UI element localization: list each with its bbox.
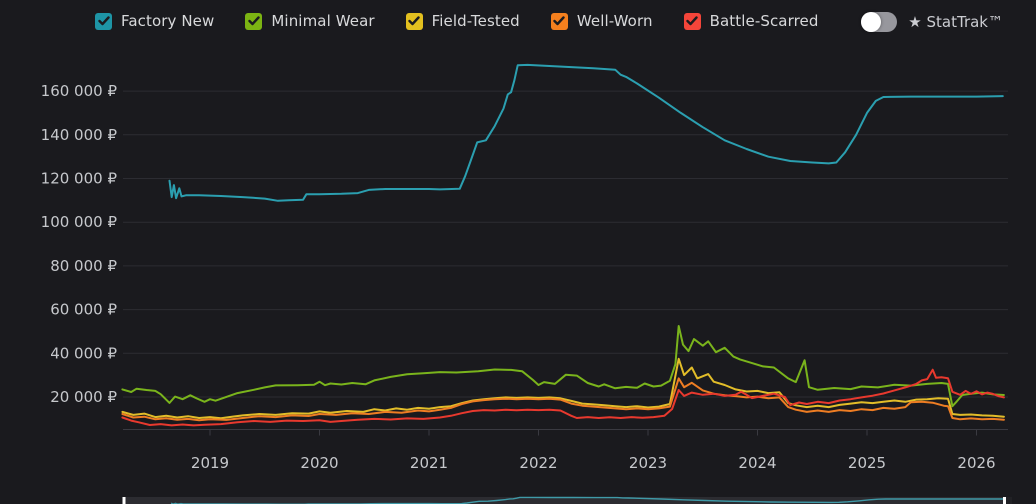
checkbox-minimal-wear[interactable]	[245, 12, 263, 30]
stattrak-group: ★ StatTrak™	[861, 12, 1003, 32]
y-axis-label: 100 000 ₽	[41, 213, 118, 231]
legend-label: Well-Worn	[576, 12, 653, 30]
checkmark-icon	[97, 16, 110, 26]
series-line-field-tested[interactable]	[121, 357, 1005, 420]
minimap-preview-line	[170, 496, 1006, 504]
checkbox-well-worn[interactable]	[550, 12, 568, 30]
y-axis-label: 80 000 ₽	[50, 257, 117, 275]
checkbox-field-tested[interactable]	[405, 12, 423, 30]
legend-item-minimal-wear[interactable]: Minimal Wear	[245, 12, 375, 30]
checkmark-icon	[408, 16, 420, 26]
x-axis-label: 2024	[738, 454, 776, 472]
y-axis-label: 60 000 ₽	[50, 301, 117, 319]
y-axis-label: 140 000 ₽	[41, 126, 118, 144]
legend-item-well-worn[interactable]: Well-Worn	[550, 12, 653, 30]
checkmark-icon	[686, 16, 698, 26]
legend-label: Battle-Scarred	[709, 12, 819, 30]
y-axis-label: 120 000 ₽	[41, 170, 118, 188]
x-axis-label: 2022	[519, 454, 557, 472]
minimap-dim-right	[1005, 497, 1012, 504]
legend-item-factory-new[interactable]: Factory New	[95, 12, 214, 30]
x-axis-label: 2020	[300, 454, 338, 472]
series-group	[121, 63, 1005, 427]
checkmark-icon	[553, 16, 566, 26]
series-line-battle-scarred[interactable]	[121, 368, 1005, 427]
checkbox-battle-scarred[interactable]	[683, 12, 701, 30]
checkbox-factory-new[interactable]	[95, 12, 112, 30]
stattrak-label: ★ StatTrak™	[908, 13, 1003, 31]
y-axis-label: 20 000 ₽	[50, 388, 117, 406]
x-axis-label: 2023	[629, 454, 667, 472]
minimap-handle-right[interactable]	[1003, 497, 1006, 504]
legend-item-field-tested[interactable]: Field-Tested	[405, 12, 520, 30]
legend-label: Field-Tested	[431, 12, 520, 30]
y-axis-label: 160 000 ₽	[41, 82, 118, 100]
series-line-well-worn[interactable]	[121, 377, 1005, 422]
minimap[interactable]	[124, 497, 1012, 504]
wear-legend: Factory New Minimal Wear Field-Tested Well-…	[95, 12, 818, 30]
checkmark-icon	[248, 16, 260, 26]
x-axis-label: 2019	[191, 454, 229, 472]
x-axis-label: 2021	[410, 454, 448, 472]
legend-item-battle-scarred[interactable]: Battle-Scarred	[683, 12, 819, 30]
stattrak-toggle-knob	[861, 12, 882, 32]
x-axis-label: 2026	[957, 454, 995, 472]
legend-label: Factory New	[121, 12, 215, 30]
series-line-minimal-wear[interactable]	[121, 325, 1005, 408]
y-axis-label: 40 000 ₽	[50, 344, 117, 362]
x-axis-label: 2025	[848, 454, 886, 472]
legend-label: Minimal Wear	[271, 12, 375, 30]
stattrak-toggle[interactable]	[861, 12, 898, 32]
minimap-handle-left[interactable]	[122, 497, 126, 504]
series-line-factory-new[interactable]	[168, 63, 1004, 202]
